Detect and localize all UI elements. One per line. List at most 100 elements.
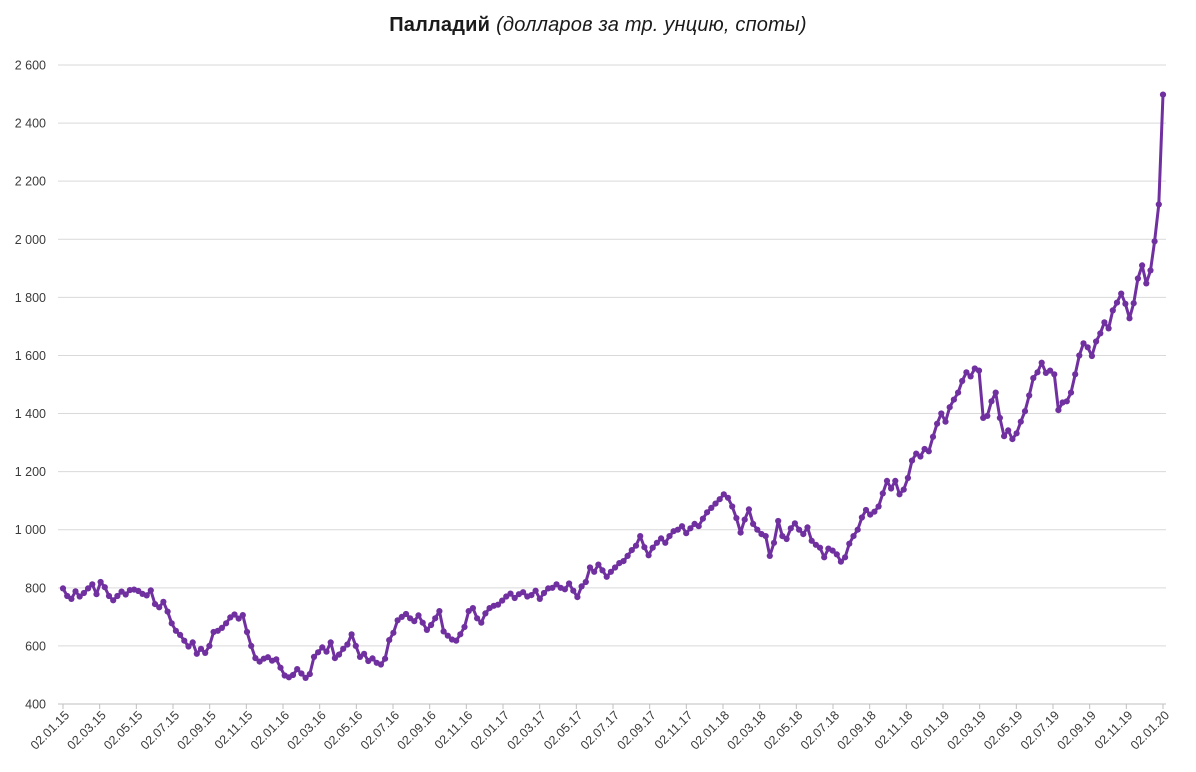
data-point-marker [197, 645, 205, 652]
data-point-marker [1038, 359, 1045, 366]
data-point-marker [1026, 392, 1033, 399]
data-point-marker [528, 592, 535, 599]
data-point-marker [716, 496, 723, 503]
data-point-marker [59, 585, 67, 592]
data-point-marker [653, 539, 661, 546]
data-point-marker [783, 535, 790, 543]
data-point-marker [72, 588, 79, 595]
data-point-marker [996, 414, 1004, 421]
data-point-marker [172, 627, 179, 634]
data-point-marker [532, 587, 539, 594]
data-point-marker [273, 656, 280, 663]
data-point-marker [800, 531, 807, 538]
data-point-marker [1034, 369, 1041, 376]
x-tick-label: 02.01.17 [468, 708, 512, 752]
data-point-marker [1084, 344, 1091, 351]
data-point-marker [440, 628, 447, 635]
data-point-marker [319, 644, 326, 651]
price-line [61, 93, 1165, 680]
y-gridlines [58, 64, 1166, 647]
data-point-marker [603, 573, 610, 580]
data-point-marker [348, 631, 355, 638]
x-tick-label: 02.01.16 [248, 708, 292, 752]
data-point-marker [377, 661, 384, 668]
data-point-marker [729, 503, 736, 510]
data-point-marker [908, 457, 916, 464]
x-tick-label: 02.11.19 [1092, 708, 1136, 752]
data-point-marker [992, 389, 999, 396]
x-tick-label: 02.07.19 [1018, 708, 1062, 752]
data-point-marker [411, 618, 418, 625]
y-tick-label: 2 400 [15, 117, 46, 131]
data-point-marker [185, 643, 192, 650]
x-tick-label: 02.07.15 [138, 708, 182, 752]
data-point-marker [1109, 307, 1116, 314]
data-point-marker [382, 655, 389, 662]
data-point-marker [704, 509, 711, 516]
data-point-marker [85, 585, 92, 592]
data-point-marker [478, 619, 485, 626]
x-tick-label: 02.07.16 [358, 708, 402, 752]
data-point-marker [678, 523, 686, 530]
data-point-marker [202, 649, 209, 657]
x-tick-label: 02.07.18 [798, 708, 842, 752]
data-point-marker [724, 494, 732, 501]
data-point-marker [959, 377, 966, 385]
data-point-marker [1021, 408, 1029, 415]
data-point-marker [189, 639, 196, 646]
data-point-marker [68, 595, 75, 603]
data-point-marker [1118, 290, 1125, 297]
data-point-marker [402, 610, 410, 618]
data-point-marker [89, 581, 96, 588]
x-tick-label: 02.09.16 [394, 708, 438, 752]
data-point-marker [1159, 91, 1167, 98]
data-point-marker [461, 623, 468, 631]
data-point-marker [511, 594, 518, 602]
data-point-marker [929, 433, 937, 440]
data-point-marker [352, 642, 359, 650]
data-point-marker [151, 601, 159, 608]
data-point-marker [494, 601, 502, 608]
x-tick-label: 02.09.19 [1054, 708, 1098, 752]
x-tick-label: 02.07.17 [578, 708, 622, 752]
data-point-marker [1001, 433, 1008, 440]
data-point-marker [243, 628, 251, 636]
data-point-marker [298, 670, 305, 677]
data-point-marker [310, 653, 318, 661]
data-point-marker [892, 477, 899, 484]
data-point-marker [335, 651, 343, 658]
data-point-marker [160, 598, 167, 605]
data-point-marker [218, 624, 225, 632]
data-point-marker [762, 533, 769, 540]
chart-title-main: Палладий [389, 14, 491, 36]
data-point-marker [248, 642, 255, 650]
data-point-marker [842, 554, 849, 561]
data-point-marker [574, 594, 581, 601]
data-point-marker [1017, 418, 1024, 425]
data-point-marker [578, 583, 585, 590]
data-point-marker [712, 500, 719, 507]
data-point-marker [837, 558, 845, 565]
data-point-marker [553, 581, 560, 588]
data-point-marker [871, 508, 878, 515]
y-axis-labels: 400 600 800 1 000 1 200 1 400 1 600 1 800 2 000 2… [15, 59, 46, 712]
data-point-marker [1130, 300, 1137, 307]
data-point-marker [80, 589, 87, 597]
data-point-marker [302, 674, 309, 682]
data-point-marker [917, 453, 924, 460]
data-point-marker [164, 608, 171, 615]
x-tick-label: 02.03.15 [64, 708, 108, 752]
data-point-marker [733, 515, 740, 522]
data-point-marker [1047, 367, 1054, 374]
data-point-marker [904, 474, 912, 482]
data-point-marker [1143, 280, 1150, 287]
data-point-marker [862, 506, 870, 514]
data-point-marker [423, 626, 430, 634]
data-point-marker [143, 592, 150, 599]
data-point-marker [854, 526, 861, 533]
data-point-marker [206, 642, 213, 650]
data-point-marker [1076, 352, 1083, 359]
y-tick-label: 1 800 [15, 291, 46, 305]
data-point-marker [386, 637, 393, 644]
